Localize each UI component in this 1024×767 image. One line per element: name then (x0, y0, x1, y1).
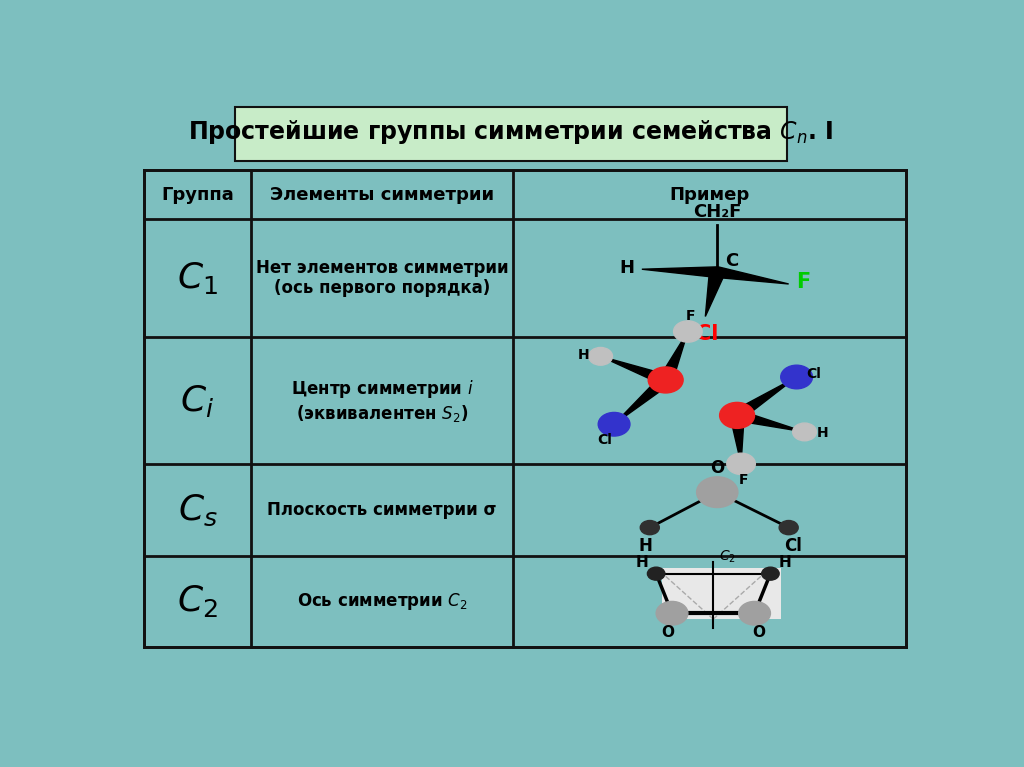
Circle shape (762, 567, 779, 580)
Polygon shape (706, 271, 725, 317)
Text: $C_s$: $C_s$ (177, 492, 217, 528)
Polygon shape (658, 331, 688, 382)
Circle shape (780, 365, 812, 389)
Text: Элементы симметрии: Элементы симметрии (270, 186, 494, 203)
Circle shape (647, 567, 665, 580)
Text: Центр симметрии $i$
(эквивалентен $S_2$): Центр симметрии $i$ (эквивалентен $S_2$) (291, 377, 473, 423)
Circle shape (589, 347, 612, 365)
Text: $C_1$: $C_1$ (177, 260, 218, 296)
Polygon shape (735, 410, 805, 432)
Text: H: H (816, 426, 828, 440)
Polygon shape (732, 377, 797, 420)
Text: F: F (738, 472, 749, 487)
Circle shape (793, 423, 816, 441)
Text: O: O (662, 625, 675, 640)
Circle shape (640, 521, 659, 535)
Polygon shape (601, 357, 669, 385)
Text: $C_2$: $C_2$ (177, 584, 218, 620)
Text: F: F (797, 272, 811, 292)
Text: $C_2$: $C_2$ (719, 548, 735, 565)
Text: Нет элементов симметрии
(ось первого порядка): Нет элементов симметрии (ось первого пор… (256, 258, 508, 298)
Text: H: H (639, 537, 652, 555)
Polygon shape (642, 267, 718, 278)
Circle shape (674, 321, 702, 342)
Text: O: O (710, 459, 724, 477)
Bar (662, 568, 780, 619)
Text: Простейшие группы симметрии семейства $\mathit{C_n}$. I: Простейшие группы симметрии семейства $\… (188, 118, 834, 146)
Text: CH₂F: CH₂F (693, 203, 741, 222)
Text: H: H (636, 555, 648, 570)
Text: H: H (618, 259, 634, 277)
Text: H: H (578, 348, 590, 362)
Polygon shape (730, 415, 744, 464)
Text: Ось симметрии $C_2$: Ось симметрии $C_2$ (297, 591, 467, 612)
Text: Cl: Cl (783, 537, 802, 555)
Circle shape (656, 601, 688, 625)
Circle shape (727, 453, 756, 475)
Circle shape (648, 367, 683, 393)
Text: Плоскость симметрии σ: Плоскость симметрии σ (267, 501, 497, 519)
FancyBboxPatch shape (236, 107, 786, 161)
Text: Cl: Cl (597, 433, 612, 446)
Text: Группа: Группа (161, 186, 233, 203)
Circle shape (696, 477, 738, 508)
Circle shape (738, 601, 770, 625)
Text: F: F (685, 309, 695, 323)
Polygon shape (614, 377, 671, 424)
Polygon shape (716, 267, 788, 284)
Circle shape (779, 521, 798, 535)
Text: $C_i$: $C_i$ (180, 383, 214, 419)
Text: Cl: Cl (695, 324, 718, 344)
Bar (143, 170, 906, 647)
Text: O: O (752, 625, 765, 640)
Text: H: H (778, 555, 792, 570)
Circle shape (720, 403, 755, 429)
Text: Пример: Пример (670, 186, 750, 203)
Text: C: C (725, 252, 738, 270)
Circle shape (598, 413, 630, 436)
Text: Cl: Cl (806, 367, 821, 381)
